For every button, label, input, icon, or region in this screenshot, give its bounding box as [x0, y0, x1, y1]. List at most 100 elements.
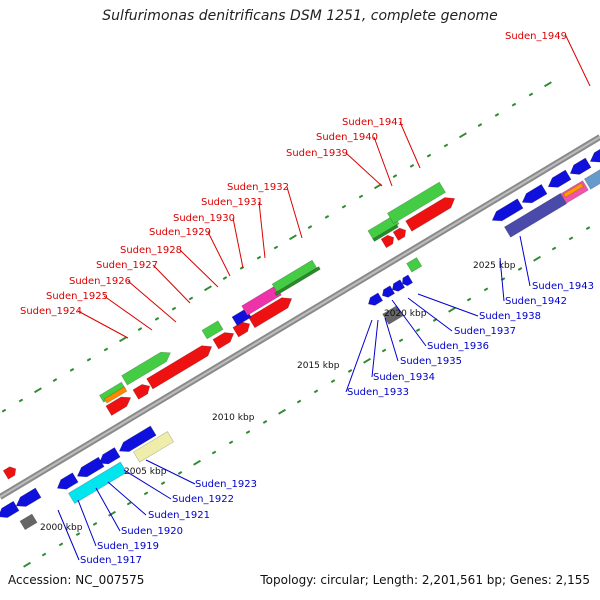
- tick-mark: [177, 471, 183, 475]
- label-leader-line: [57, 509, 80, 561]
- gene-feature: [405, 197, 456, 232]
- gene-feature: [367, 292, 384, 306]
- gene-label-suden-1925: Suden_1925: [46, 291, 108, 302]
- gene-feature: [133, 431, 175, 463]
- tick-mark: [86, 357, 92, 362]
- label-leader-line: [499, 257, 505, 302]
- topology-text: Topology: circular; Length: 2,201,561 bp…: [260, 573, 590, 587]
- gene-feature: [380, 234, 395, 249]
- tick-mark: [409, 163, 415, 168]
- gene-feature: [392, 227, 407, 241]
- gene-label-suden-1924: Suden_1924: [20, 306, 82, 317]
- kbp-label-2020: 2020 kbp: [384, 309, 427, 319]
- gene-label-suden-1927: Suden_1927: [96, 260, 158, 271]
- tick-mark: [228, 440, 234, 445]
- label-leader-line: [519, 235, 531, 287]
- gene-feature: [583, 157, 600, 190]
- label-leader-line: [345, 319, 373, 393]
- label-leader-line: [152, 264, 191, 304]
- tick-mark: [459, 132, 467, 139]
- gene-label-suden-1943: Suden_1943: [532, 281, 594, 292]
- tick-mark: [193, 459, 201, 466]
- tick-mark: [511, 102, 517, 107]
- tick-mark: [517, 267, 523, 271]
- gene-label-suden-1942: Suden_1942: [505, 296, 567, 307]
- gene-feature: [105, 396, 132, 416]
- label-leader-line: [384, 317, 399, 362]
- label-leader-line: [565, 35, 591, 87]
- map-title: Sulfurimonas denitrificans DSM 1251, com…: [102, 8, 498, 24]
- gene-feature: [98, 447, 121, 465]
- tick-mark: [92, 522, 98, 526]
- genome-backbone-highlight: [0, 136, 600, 498]
- label-leader-line: [345, 152, 383, 187]
- tick-mark: [34, 387, 42, 394]
- tick-mark: [528, 92, 534, 97]
- label-leader-line: [95, 487, 121, 532]
- tick-mark: [324, 214, 330, 219]
- tick-mark: [41, 552, 47, 557]
- gene-feature: [372, 224, 399, 242]
- tick-mark: [103, 347, 109, 352]
- gene-feature: [121, 351, 171, 386]
- gene-label-suden-1919: Suden_1919: [97, 541, 159, 552]
- tick-mark: [69, 367, 75, 372]
- gene-label-suden-1932: Suden_1932: [227, 182, 289, 193]
- gene-label-suden-1929: Suden_1929: [149, 227, 211, 238]
- gene-label-suden-1937: Suden_1937: [454, 326, 516, 337]
- gene-feature: [274, 266, 321, 297]
- gene-label-suden-1930: Suden_1930: [173, 213, 235, 224]
- kbp-label-2010: 2010 kbp: [212, 413, 255, 423]
- tick-mark: [256, 255, 262, 260]
- tick-mark: [494, 112, 500, 117]
- gene-feature: [402, 274, 414, 287]
- accession-text: Accession: NC_007575: [8, 573, 145, 587]
- gene-label-suden-1931: Suden_1931: [201, 197, 263, 208]
- label-leader-line: [77, 499, 97, 547]
- tick-mark: [23, 561, 31, 568]
- gene-feature: [19, 513, 38, 531]
- gene-feature: [2, 466, 17, 480]
- tick-mark: [160, 481, 166, 486]
- tick-mark: [381, 348, 387, 353]
- label-leader-line: [399, 121, 421, 169]
- label-leader-line: [371, 319, 379, 378]
- label-leader-line: [77, 310, 129, 339]
- gene-feature: [491, 198, 524, 222]
- gene-label-suden-1941: Suden_1941: [342, 117, 404, 128]
- tick-mark: [273, 245, 279, 250]
- gene-label-suden-1933: Suden_1933: [347, 387, 409, 398]
- tick-mark: [307, 225, 313, 229]
- tick-mark: [154, 316, 160, 321]
- tick-mark: [330, 379, 336, 384]
- gene-feature: [212, 332, 235, 350]
- tick-mark: [443, 143, 449, 148]
- gene-feature: [76, 456, 105, 478]
- gene-label-suden-1936: Suden_1936: [427, 341, 489, 352]
- tick-mark: [245, 430, 251, 435]
- tick-mark: [296, 399, 302, 404]
- gene-label-suden-1934: Suden_1934: [373, 372, 435, 383]
- gene-feature: [382, 285, 396, 298]
- tick-mark: [477, 123, 483, 127]
- gene-feature: [367, 214, 400, 240]
- tick-mark: [341, 204, 347, 209]
- gene-feature: [392, 279, 406, 292]
- gene-feature: [563, 182, 584, 198]
- label-leader-line: [127, 280, 177, 323]
- gene-feature: [503, 193, 567, 238]
- gene-label-suden-1923: Suden_1923: [195, 479, 257, 490]
- tick-mark: [1, 408, 7, 413]
- label-leader-line: [103, 295, 153, 331]
- gene-feature: [0, 500, 20, 518]
- tick-mark: [143, 491, 149, 496]
- tick-mark: [204, 285, 212, 292]
- tick-mark: [358, 194, 364, 199]
- gene-label-suden-1935: Suden_1935: [400, 356, 462, 367]
- gene-feature: [569, 157, 592, 175]
- tick-mark: [262, 420, 268, 424]
- tick-mark: [363, 357, 371, 364]
- gene-feature: [589, 143, 600, 163]
- gene-feature: [56, 472, 79, 490]
